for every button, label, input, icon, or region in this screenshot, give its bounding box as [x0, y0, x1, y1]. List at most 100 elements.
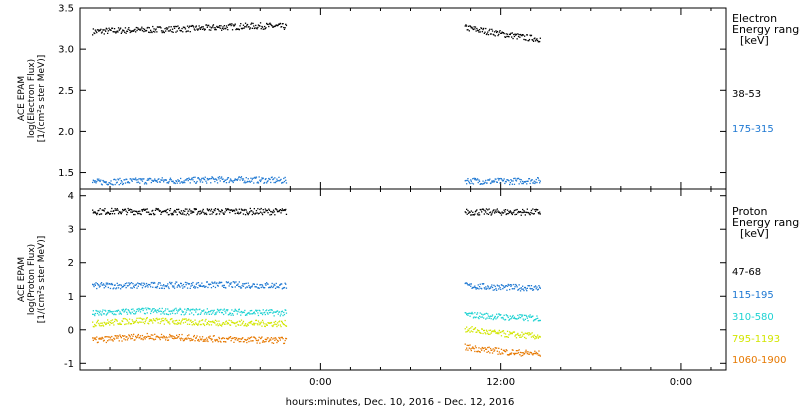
proton-data-point — [150, 334, 152, 336]
proton-data-point — [213, 282, 215, 284]
proton-data-point — [107, 336, 109, 338]
proton-data-point — [513, 331, 516, 333]
proton-data-point — [240, 310, 243, 313]
electron-data-point — [201, 28, 204, 30]
electron-data-point — [136, 181, 138, 184]
proton-data-point — [124, 318, 127, 320]
proton-data-point — [193, 336, 195, 338]
electron-data-point — [490, 182, 492, 184]
proton-data-point — [512, 288, 514, 290]
proton-data-point — [172, 309, 174, 311]
electron-data-point — [206, 26, 208, 28]
electron-data-point — [203, 178, 205, 180]
proton-data-point — [263, 211, 265, 213]
proton-data-point — [140, 284, 142, 286]
proton-data-point — [183, 314, 185, 316]
proton-data-point — [125, 287, 127, 289]
proton-data-point — [528, 353, 530, 355]
electron-data-point — [506, 35, 508, 38]
electron-data-point — [492, 33, 494, 36]
electron-data-point — [529, 182, 531, 185]
proton-data-point — [197, 211, 200, 213]
proton-data-point — [159, 322, 161, 325]
electron-data-point — [245, 177, 247, 179]
proton-data-point — [276, 286, 279, 288]
proton-data-point — [485, 333, 487, 335]
proton-data-point — [184, 338, 187, 340]
proton-data-point — [210, 283, 212, 285]
proton-data-point — [236, 284, 238, 286]
proton-data-point — [208, 337, 210, 339]
proton-data-point — [141, 318, 143, 320]
proton-data-point — [126, 211, 129, 214]
proton-data-point — [179, 212, 181, 214]
proton-data-point — [119, 211, 121, 213]
proton-data-point — [205, 340, 207, 342]
proton-data-point — [532, 320, 535, 322]
proton-data-point — [231, 338, 233, 340]
proton-data-point — [147, 307, 149, 309]
proton-data-point — [240, 211, 242, 213]
proton-data-point — [242, 337, 244, 339]
proton-data-point — [137, 335, 139, 337]
electron-data-point — [146, 179, 148, 181]
electron-data-point — [214, 180, 216, 183]
electron-data-point — [105, 27, 107, 29]
proton-data-point — [133, 285, 135, 287]
proton-data-point — [112, 340, 114, 342]
proton-data-point — [478, 212, 480, 214]
proton-data-point — [491, 349, 493, 351]
proton-data-point — [283, 324, 286, 326]
proton-data-point — [246, 211, 248, 213]
electron-data-point — [537, 177, 539, 179]
proton-data-point — [477, 330, 479, 332]
proton-data-point — [249, 313, 251, 315]
proton-data-point — [171, 310, 173, 312]
x-tick-label: 0:00 — [309, 377, 331, 388]
electron-data-point — [279, 180, 281, 182]
proton-data-point — [171, 318, 173, 320]
proton-data-point — [157, 322, 159, 324]
proton-data-point — [466, 282, 468, 284]
proton-data-point — [227, 322, 230, 325]
proton-data-point — [478, 351, 481, 353]
proton-data-point — [257, 320, 260, 322]
proton-data-point — [500, 214, 503, 216]
proton-data-point — [536, 353, 538, 355]
electron-data-point — [470, 179, 472, 181]
electron-data-point — [126, 178, 128, 181]
proton-data-point — [151, 309, 153, 311]
proton-data-point — [158, 310, 160, 313]
proton-data-point — [141, 334, 144, 337]
proton-data-point — [497, 315, 499, 318]
proton-data-point — [104, 309, 106, 311]
electron-y-axis-label: ACE EPAMlog(Electron Flux)[1/(cm²s ster … — [17, 55, 47, 142]
proton-data-point — [171, 321, 174, 323]
proton-data-point — [141, 319, 144, 321]
electron-data-point — [264, 25, 266, 28]
proton-data-point — [470, 349, 472, 352]
proton-data-point — [236, 212, 238, 214]
proton-data-point — [475, 316, 477, 318]
proton-data-point — [488, 329, 490, 332]
proton-data-point — [130, 313, 132, 315]
proton-data-point — [481, 328, 483, 330]
electron-data-point — [110, 29, 112, 31]
electron-data-point — [274, 25, 276, 28]
proton-legend-entry-795-1193: 795-1193 — [732, 334, 780, 345]
proton-data-point — [217, 325, 219, 327]
proton-data-point — [497, 285, 499, 287]
proton-data-point — [161, 320, 163, 322]
electron-data-point — [515, 179, 517, 181]
proton-data-point — [494, 212, 496, 214]
proton-data-point — [195, 311, 197, 313]
electron-data-point — [158, 26, 160, 28]
electron-data-point — [237, 28, 239, 30]
proton-data-point — [206, 337, 208, 339]
proton-data-point — [489, 287, 491, 290]
electron-data-point — [259, 180, 262, 183]
proton-data-point — [237, 211, 239, 213]
proton-data-point — [161, 211, 163, 213]
electron-data-point — [210, 29, 212, 31]
electron-data-point — [94, 181, 96, 183]
